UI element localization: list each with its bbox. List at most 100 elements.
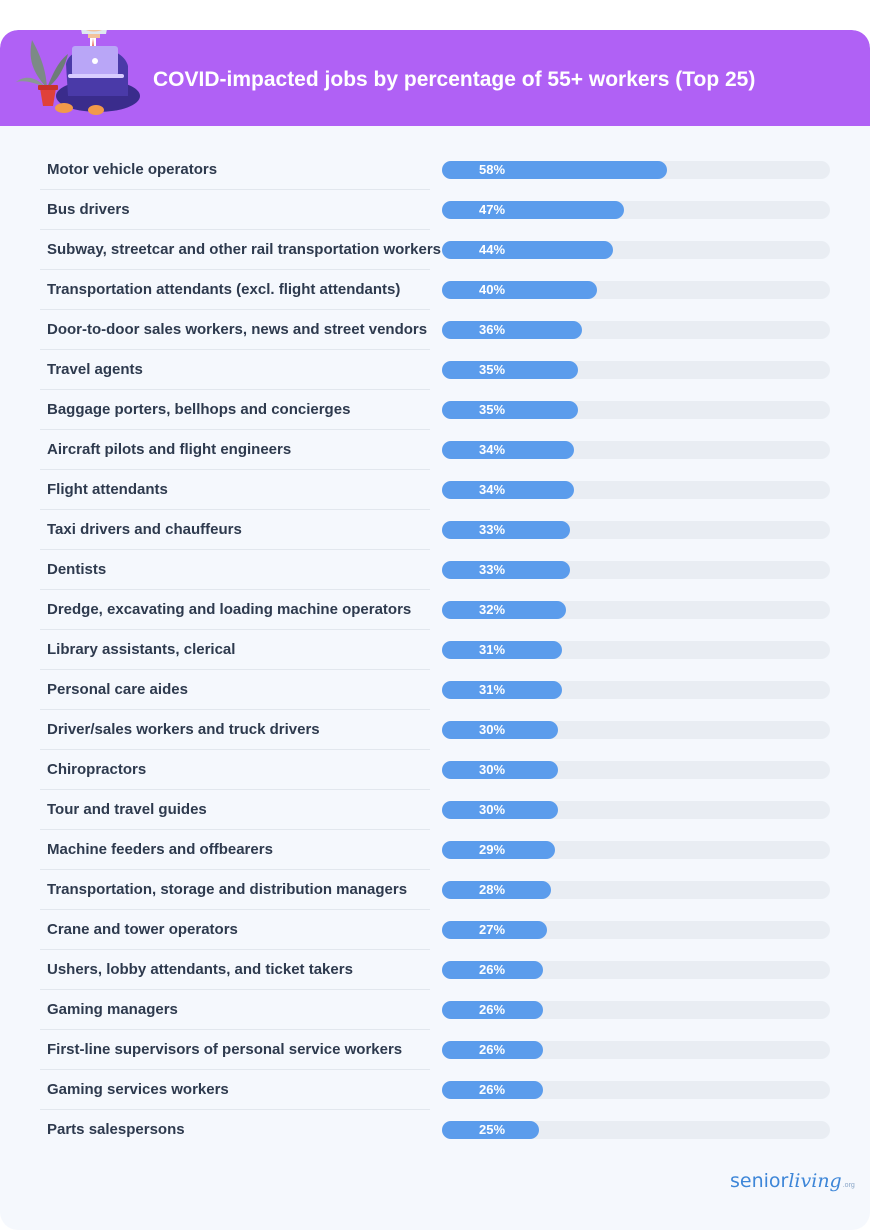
category-label: Ushers, lobby attendants, and ticket tak… <box>47 961 353 978</box>
brand-logo-part2: living <box>788 1170 842 1192</box>
category-label: Transportation, storage and distribution… <box>47 881 408 898</box>
row-divider <box>40 949 430 950</box>
value-label: 30% <box>478 762 506 777</box>
row-divider <box>40 1029 430 1030</box>
value-label: 26% <box>478 1002 506 1017</box>
bar-row: Transportation attendants (excl. flight … <box>40 270 830 310</box>
bar <box>442 201 624 219</box>
bar-track: 35% <box>442 361 830 379</box>
bar <box>442 1081 543 1099</box>
row-divider <box>40 429 430 430</box>
bar-track: 44% <box>442 241 830 259</box>
bar <box>442 241 613 259</box>
value-label: 35% <box>478 362 506 377</box>
category-label: Bus drivers <box>47 201 130 218</box>
value-label: 30% <box>478 722 506 737</box>
bar <box>442 921 547 939</box>
bar-row: Travel agents 35% <box>40 350 830 390</box>
bar <box>442 881 551 899</box>
category-label: Travel agents <box>47 361 143 378</box>
bar-track: 40% <box>442 281 830 299</box>
category-label: Taxi drivers and chauffeurs <box>47 521 242 538</box>
category-label: Gaming managers <box>47 1001 178 1018</box>
category-label: Tour and travel guides <box>47 801 207 818</box>
bar-row: Subway, streetcar and other rail transpo… <box>40 230 830 270</box>
value-label: 31% <box>478 682 506 697</box>
bar-row: Aircraft pilots and flight engineers 34% <box>40 430 830 470</box>
bar <box>442 321 582 339</box>
value-label: 26% <box>478 1082 506 1097</box>
bar-track: 33% <box>442 521 830 539</box>
bar <box>442 481 574 499</box>
bar <box>442 1001 543 1019</box>
row-divider <box>40 829 430 830</box>
bar-track: 25% <box>442 1121 830 1139</box>
row-divider <box>40 469 430 470</box>
bar-track: 30% <box>442 761 830 779</box>
value-label: 29% <box>478 842 506 857</box>
value-label: 31% <box>478 642 506 657</box>
bar-track: 32% <box>442 601 830 619</box>
category-label: Baggage porters, bellhops and concierges <box>47 401 351 418</box>
row-divider <box>40 869 430 870</box>
bar-row: Bus drivers 47% <box>40 190 830 230</box>
value-label: 40% <box>478 282 506 297</box>
bar-track: 26% <box>442 1001 830 1019</box>
bar-track: 31% <box>442 681 830 699</box>
bar <box>442 761 558 779</box>
bar-row: First-line supervisors of personal servi… <box>40 1030 830 1070</box>
bar-track: 35% <box>442 401 830 419</box>
row-divider <box>40 709 430 710</box>
row-divider <box>40 509 430 510</box>
person-with-laptop-and-plant-icon <box>16 30 140 115</box>
row-divider <box>40 349 430 350</box>
row-divider <box>40 309 430 310</box>
bar <box>442 1041 543 1059</box>
row-divider <box>40 1109 430 1110</box>
bar <box>442 281 597 299</box>
bar-row: Door-to-door sales workers, news and str… <box>40 310 830 350</box>
bar <box>442 561 570 579</box>
category-label: Subway, streetcar and other rail transpo… <box>47 241 441 258</box>
bar-row: Parts salespersons 25% <box>40 1110 830 1150</box>
category-label: Crane and tower operators <box>47 921 238 938</box>
bar-track: 26% <box>442 1041 830 1059</box>
category-label: Driver/sales workers and truck drivers <box>47 721 320 738</box>
bar <box>442 521 570 539</box>
value-label: 33% <box>478 562 506 577</box>
bar-row: Machine feeders and offbearers 29% <box>40 830 830 870</box>
category-label: Aircraft pilots and flight engineers <box>47 441 292 458</box>
bar <box>442 441 574 459</box>
bar-row: Transportation, storage and distribution… <box>40 870 830 910</box>
bar <box>442 641 562 659</box>
value-label: 44% <box>478 242 506 257</box>
category-label: Gaming services workers <box>47 1081 229 1098</box>
row-divider <box>40 669 430 670</box>
category-label: Dredge, excavating and loading machine o… <box>47 601 412 618</box>
bar-track: 47% <box>442 201 830 219</box>
value-label: 27% <box>478 922 506 937</box>
bar <box>442 841 555 859</box>
value-label: 34% <box>478 442 506 457</box>
chart-title: COVID-impacted jobs by percentage of 55+… <box>153 68 756 91</box>
row-divider <box>40 549 430 550</box>
value-label: 58% <box>478 162 506 177</box>
bar <box>442 961 543 979</box>
bar-track: 31% <box>442 641 830 659</box>
bar <box>442 601 566 619</box>
bar-chart: Motor vehicle operators 58% Bus drivers 47%… <box>0 30 870 1230</box>
bar-row: Taxi drivers and chauffeurs 33% <box>40 510 830 550</box>
bar-row: Motor vehicle operators 58% <box>40 150 830 190</box>
bar-row: Gaming managers 26% <box>40 990 830 1030</box>
value-label: 34% <box>478 482 506 497</box>
bar-track: 34% <box>442 441 830 459</box>
value-label: 32% <box>478 602 506 617</box>
bar-track: 33% <box>442 561 830 579</box>
bar-track: 26% <box>442 961 830 979</box>
value-label: 26% <box>478 962 506 977</box>
bar-track: 34% <box>442 481 830 499</box>
row-divider <box>40 789 430 790</box>
category-label: Chiropractors <box>47 761 147 778</box>
row-divider <box>40 749 430 750</box>
row-divider <box>40 589 430 590</box>
